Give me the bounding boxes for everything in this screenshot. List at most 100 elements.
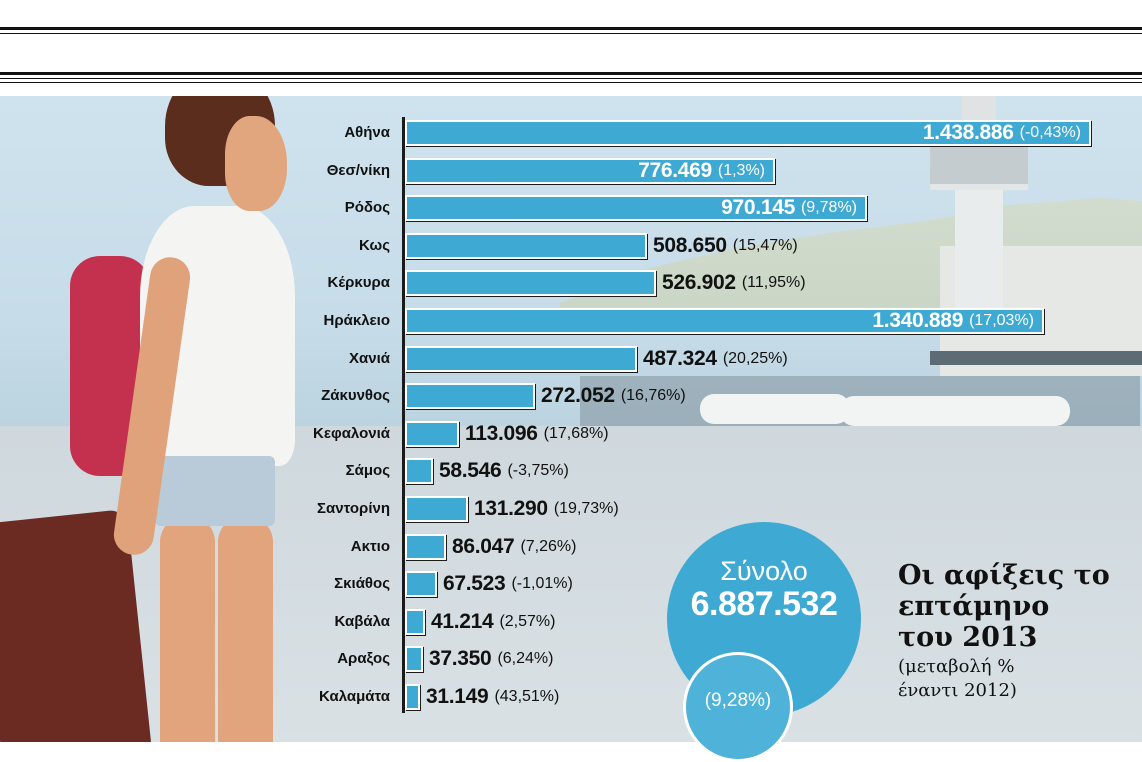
- category-label: Σάμος: [345, 462, 390, 480]
- bar-value-change: (11,95%): [741, 274, 806, 292]
- bar: [405, 608, 425, 635]
- bar-row: Ζάκυνθος 272.052 (16,76%): [0, 381, 1142, 411]
- airplane: [700, 394, 850, 424]
- bar-value-number: 131.290: [474, 497, 548, 520]
- bar-value-change: (43,51%): [494, 688, 560, 705]
- category-label: Ρόδος: [344, 199, 390, 217]
- bar-row: Κως 508.650 (15,47%): [0, 231, 1142, 261]
- chart-title-line: επτάμηνο: [898, 591, 1050, 622]
- bar-value-number: 37.350: [429, 647, 492, 671]
- header-rule-bottom-thin2: [0, 82, 1142, 83]
- bar-value-change: (15,47%): [732, 236, 798, 254]
- category-label: Καβάλα: [334, 612, 390, 630]
- total-change-value: (9,28%): [704, 690, 772, 711]
- bar-value: 58.546 (-3,75%): [439, 458, 569, 484]
- bar-value-change: (-0,43%): [1019, 124, 1081, 141]
- bar: [405, 157, 775, 184]
- bar-value-number: 508.650: [653, 233, 727, 257]
- bar-value-number: 487.324: [643, 346, 717, 370]
- bar-value-change: (-1,01%): [511, 575, 573, 593]
- background-terminal-band: [930, 351, 1142, 365]
- bar-row: Σαντορίνη 131.290 (19,73%): [0, 494, 1142, 524]
- woman-shorts: [155, 456, 275, 526]
- bar-value: 508.650 (15,47%): [653, 233, 798, 259]
- header-rule-bottom-thin: [0, 78, 1142, 79]
- category-label: Σαντορίνη: [317, 500, 390, 517]
- category-label: Ζάκυνθος: [321, 387, 390, 405]
- bar-value: 31.149 (43,51%): [426, 684, 559, 710]
- bar-value-number: 272.052: [541, 384, 615, 408]
- bar-value: 1.438.886 (-0,43%): [405, 120, 1081, 146]
- category-label: Κέρκυρα: [327, 274, 390, 292]
- bar: [405, 308, 1044, 334]
- bar-value-number: 776.469: [638, 158, 712, 182]
- bar-row: Σάμος 58.546 (-3,75%): [0, 456, 1142, 486]
- bar: [405, 270, 656, 297]
- bar-row: Αραξος 37.350 (6,24%): [0, 644, 1142, 674]
- woman-leg: [218, 516, 273, 742]
- bar-value: 487.324 (20,25%): [643, 346, 788, 372]
- bar-value-change: (19,73%): [553, 500, 619, 517]
- bar-value-number: 41.214: [431, 609, 494, 633]
- category-label: Ηράκλειο: [323, 312, 391, 329]
- bar-value-number: 113.096: [465, 421, 538, 445]
- bar-row: Κεφαλονιά 113.096 (17,68%): [0, 419, 1142, 449]
- airplane: [840, 396, 1070, 426]
- bar-value: 67.523 (-1,01%): [443, 571, 573, 597]
- chart-title-line: του 2013: [898, 622, 1038, 653]
- bar-row: Χανιά 487.324 (20,25%): [0, 344, 1142, 374]
- bar-value-number: 1.438.886: [922, 121, 1014, 144]
- bar: [405, 345, 637, 372]
- total-change-circle: [683, 652, 793, 762]
- bar-row: Ακτιο 86.047 (7,26%): [0, 532, 1142, 562]
- bar-value: 113.096 (17,68%): [465, 421, 609, 447]
- bar-value-number: 1.340.889: [872, 309, 964, 332]
- category-label: Χανιά: [349, 349, 390, 367]
- category-label: Αραξος: [337, 650, 390, 668]
- bar-value: 526.902 (11,95%): [662, 270, 806, 296]
- category-label: Σκιάθος: [334, 575, 390, 593]
- bar: [405, 646, 423, 673]
- header-rule-thin: [0, 33, 1142, 34]
- background-photo: [0, 96, 1142, 742]
- bar-value-change: (17,68%): [543, 424, 609, 442]
- bar-row: Καβάλα 41.214 (2,57%): [0, 607, 1142, 637]
- bar: [405, 420, 459, 447]
- chart-subtitle: (μεταβολή % έναντι 2012): [898, 655, 1138, 703]
- bar-value-number: 58.546: [439, 459, 502, 483]
- chart-subtitle-line: (μεταβολή %: [898, 656, 1015, 677]
- bar-row: Σκιάθος 67.523 (-1,01%): [0, 569, 1142, 599]
- bar-value-change: (1,3%): [717, 161, 765, 179]
- category-label: Ακτιο: [350, 537, 390, 555]
- bar-value-number: 31.149: [426, 685, 489, 708]
- bar-value: 37.350 (6,24%): [429, 646, 553, 672]
- woman-leg: [160, 516, 215, 742]
- bar-value-change: (2,57%): [499, 612, 556, 630]
- total-value: 6.887.532: [690, 585, 838, 623]
- chart-title-line: Οι αφίξεις το: [898, 560, 1110, 591]
- chart-subtitle-line: έναντι 2012): [898, 680, 1017, 701]
- bar-value-change: (17,03%): [969, 312, 1034, 329]
- bar: [405, 232, 647, 259]
- chart-axis: [402, 117, 405, 713]
- bar-row: Θεσ/νίκη 776.469 (1,3%): [0, 156, 1142, 186]
- category-label: Κεφαλονιά: [313, 424, 390, 442]
- bar-value-change: (6,24%): [497, 650, 554, 668]
- bar-row: Ρόδος 970.145 (9,78%): [0, 193, 1142, 223]
- bar-value: 131.290 (19,73%): [474, 496, 619, 522]
- chart-title: Οι αφίξεις το επτάμηνο του 2013: [898, 560, 1138, 653]
- bar-value-change: (7,26%): [520, 537, 577, 555]
- bar-row: Αθήνα 1.438.886 (-0,43%): [0, 118, 1142, 148]
- bar-value: 1.340.889 (17,03%): [405, 308, 1034, 334]
- bar: [405, 383, 535, 410]
- bar: [405, 458, 433, 485]
- bar-row: Καλαμάτα 31.149 (43,51%): [0, 682, 1142, 712]
- bar: [405, 195, 867, 222]
- woman-face: [225, 116, 287, 211]
- bar: [405, 533, 446, 560]
- bar-value-number: 67.523: [443, 572, 506, 596]
- bar-row: Κέρκυρα 526.902 (11,95%): [0, 268, 1142, 298]
- bar-value-number: 526.902: [662, 271, 736, 295]
- category-label: Καλαμάτα: [319, 688, 390, 705]
